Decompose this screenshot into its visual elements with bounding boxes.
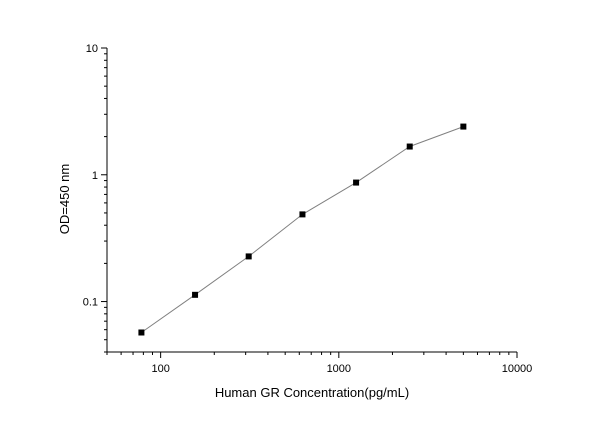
y-axis-title: OD=450 nm (57, 164, 72, 234)
y-tick-label: 0.1 (83, 297, 98, 309)
y-tick-label: 10 (86, 43, 98, 55)
data-point (192, 291, 199, 298)
data-point (138, 329, 145, 336)
data-point (299, 211, 306, 218)
plot-area (106, 48, 517, 353)
x-tick-label: 1000 (327, 363, 351, 375)
y-axis: 0.1 1 10 (83, 43, 107, 353)
x-axis-title: Human GR Concentration(pg/mL) (215, 385, 409, 400)
series-layer (138, 123, 467, 336)
data-point (406, 143, 413, 150)
x-axis: 100 1000 10000 (106, 352, 533, 375)
x-tick-label: 10000 (502, 363, 533, 375)
data-point (460, 123, 467, 130)
y-tick-label: 1 (92, 170, 98, 182)
data-point (245, 253, 252, 260)
series-line (141, 126, 464, 333)
data-point (353, 179, 360, 186)
x-tick-label: 100 (151, 363, 169, 375)
